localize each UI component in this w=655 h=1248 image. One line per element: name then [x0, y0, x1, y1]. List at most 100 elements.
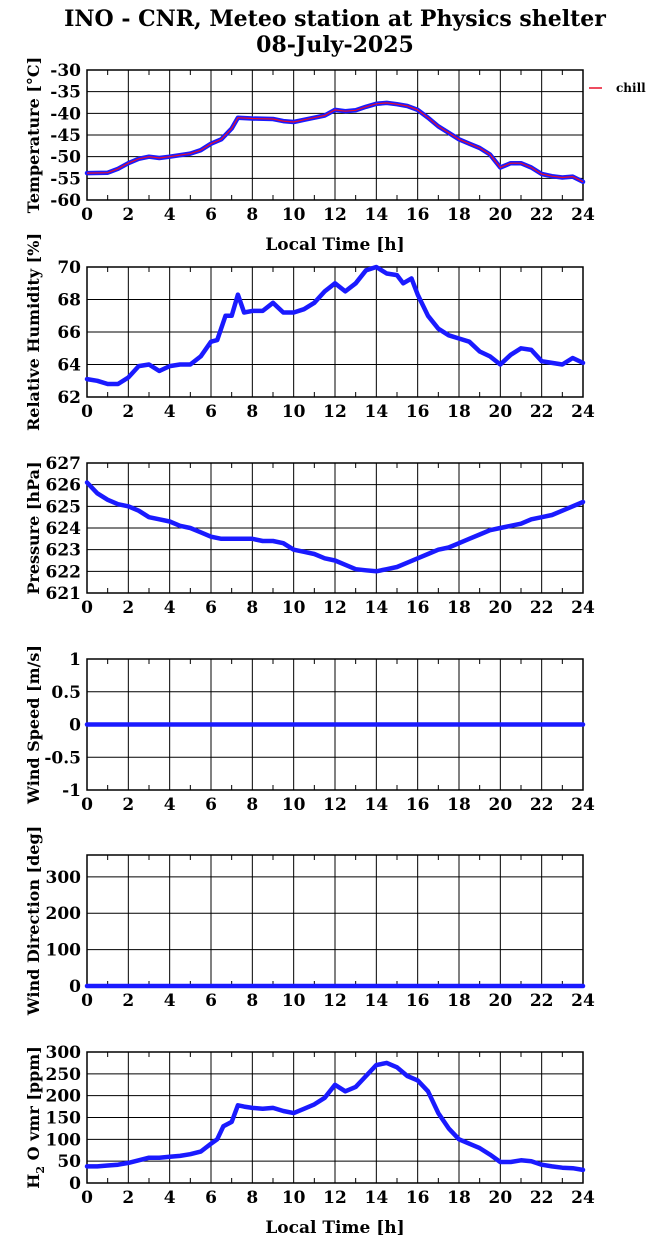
y-tick-label: 68: [57, 291, 81, 311]
y-tick-label: 66: [57, 323, 81, 343]
y-tick-label: -45: [50, 126, 81, 146]
series-line: [84, 480, 586, 574]
y-tick-label: 625: [46, 497, 82, 517]
x-tick-label: 2: [122, 205, 134, 225]
x-axis-label: Local Time [h]: [265, 235, 404, 255]
series-line: [84, 1060, 586, 1173]
panel-2: 0 2 4 6 8 10 12 14 16 18 20 22 246264666870Relative …: [24, 233, 595, 431]
y-tick-label: -30: [50, 61, 81, 81]
y-tick-label: -60: [50, 191, 81, 211]
chill-line: [86, 102, 584, 183]
y-tick-label: 300: [46, 868, 82, 888]
x-tick-label: 6: [205, 598, 217, 618]
x-tick-label: 4: [164, 598, 176, 618]
x-tick-label: 24: [571, 991, 595, 1011]
x-tick-label: 0: [81, 598, 93, 618]
x-tick-label: 0: [81, 1188, 93, 1208]
y-tick-label: -1: [62, 781, 81, 801]
y-tick-label: 62: [57, 388, 81, 408]
x-tick-label: 20: [488, 205, 512, 225]
x-tick-label: 2: [122, 991, 134, 1011]
x-tick-label: 10: [282, 795, 306, 815]
x-tick-label: 6: [205, 1188, 217, 1208]
x-tick-label: 8: [246, 402, 258, 422]
y-axis-label: H2 O vmr [ppm]: [24, 1046, 47, 1189]
x-tick-label: 12: [323, 991, 347, 1011]
x-tick-label: 0: [81, 402, 93, 422]
x-tick-label: 6: [205, 402, 217, 422]
x-tick-label: 0: [81, 991, 93, 1011]
x-tick-label: 20: [488, 1188, 512, 1208]
y-tick-label: 1: [69, 650, 81, 670]
x-tick-label: 8: [246, 795, 258, 815]
x-tick-label: 14: [364, 795, 388, 815]
series-line: [84, 264, 586, 387]
x-tick-label: 0: [81, 795, 93, 815]
x-tick-label: 18: [447, 1188, 471, 1208]
y-tick-label: 0: [69, 716, 81, 736]
y-tick-label: 70: [57, 258, 81, 278]
y-tick-label: 50: [57, 1152, 81, 1172]
y-tick-label: 624: [46, 519, 82, 539]
x-tick-label: 18: [447, 205, 471, 225]
plot-frame: [86, 1051, 584, 1184]
y-axis-label: Wind Direction [deg]: [24, 826, 43, 1017]
y-tick-label: -50: [50, 148, 81, 168]
y-axis-label: Relative Humidity [%]: [24, 233, 43, 431]
x-tick-label: 10: [282, 991, 306, 1011]
y-tick-label: 200: [46, 1087, 82, 1107]
y-tick-label: 626: [46, 476, 82, 496]
y-axis-label: Wind Speed [m/s]: [24, 645, 43, 805]
x-tick-label: 22: [530, 402, 554, 422]
x-tick-label: 2: [122, 598, 134, 618]
x-tick-label: 22: [530, 991, 554, 1011]
x-tick-label: 0: [81, 205, 93, 225]
plot-frame: [86, 69, 584, 201]
x-tick-label: 12: [323, 598, 347, 618]
x-tick-label: 2: [122, 402, 134, 422]
x-tick-label: 16: [406, 795, 430, 815]
x-tick-label: 24: [571, 205, 595, 225]
x-tick-label: 12: [323, 795, 347, 815]
y-tick-label: -0.5: [44, 748, 81, 768]
x-tick-label: 14: [364, 1188, 388, 1208]
x-tick-label: 20: [488, 598, 512, 618]
x-tick-label: 10: [282, 1188, 306, 1208]
x-tick-label: 8: [246, 991, 258, 1011]
x-tick-label: 18: [447, 402, 471, 422]
x-tick-label: 8: [246, 1188, 258, 1208]
x-tick-label: 14: [364, 205, 388, 225]
y-tick-label: 64: [57, 356, 81, 376]
x-tick-label: 10: [282, 598, 306, 618]
x-axis-label: Local Time [h]: [265, 1218, 404, 1238]
y-tick-label: 150: [46, 1109, 82, 1129]
y-axis-label: Temperature [°C]: [24, 57, 43, 213]
x-tick-label: 24: [571, 402, 595, 422]
x-tick-label: 22: [530, 205, 554, 225]
x-tick-label: 16: [406, 402, 430, 422]
chart-subtitle: 08-July-2025: [256, 32, 414, 58]
y-tick-label: 0: [69, 977, 81, 997]
y-tick-label: 200: [46, 904, 82, 924]
x-tick-label: 22: [530, 1188, 554, 1208]
y-tick-label: 300: [46, 1043, 82, 1063]
x-tick-label: 16: [406, 598, 430, 618]
x-tick-label: 16: [406, 991, 430, 1011]
y-tick-label: 627: [46, 454, 82, 474]
x-tick-label: 24: [571, 795, 595, 815]
x-tick-label: 20: [488, 402, 512, 422]
x-tick-label: 6: [205, 795, 217, 815]
y-tick-label: 0.5: [51, 683, 81, 703]
x-tick-label: 2: [122, 795, 134, 815]
x-tick-label: 16: [406, 205, 430, 225]
x-tick-label: 18: [447, 598, 471, 618]
x-tick-label: 12: [323, 402, 347, 422]
x-tick-label: 22: [530, 598, 554, 618]
x-tick-label: 4: [164, 402, 176, 422]
y-tick-label: -55: [50, 169, 81, 189]
y-tick-label: 0: [69, 1174, 81, 1194]
y-tick-label: 100: [46, 1130, 82, 1150]
x-tick-label: 6: [205, 205, 217, 225]
